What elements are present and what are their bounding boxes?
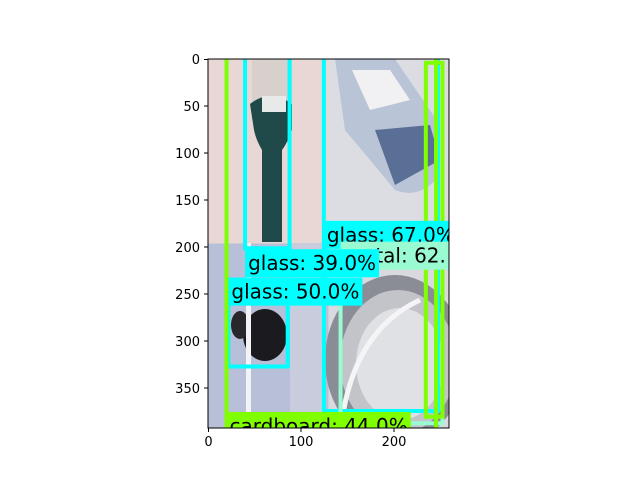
- bottle-shape: [250, 59, 292, 242]
- detection-label-background: [228, 277, 363, 306]
- can-lid-shape: [325, 275, 449, 428]
- y-tick-label-300: 300: [175, 335, 200, 350]
- detection-label: glass: 39.0%: [245, 249, 380, 278]
- detection-label: cardboard: 44.0%: [226, 411, 411, 438]
- tube-shape: [335, 59, 440, 193]
- detection-label: glass: 50.0%: [228, 277, 363, 306]
- x-tick-label-200: 200: [382, 435, 407, 450]
- y-tick-label-50: 50: [183, 100, 200, 115]
- y-tick-label-350: 350: [175, 382, 200, 397]
- axes-frame: [207, 58, 450, 429]
- y-axis: 0 50 100 150 200 250 300 350: [175, 53, 208, 397]
- x-axis: 0 100 200: [204, 428, 406, 450]
- detection-label-text: glass: 39.0%: [248, 251, 376, 275]
- detection-label-text: cardboard: 44.0%: [230, 414, 408, 438]
- detection-box: [243, 59, 292, 251]
- y-tick-label-250: 250: [175, 288, 200, 303]
- image-area: glass: 67.0%metal: 62.glass: 39.0%glass:…: [208, 59, 449, 438]
- x-tick-label-100: 100: [289, 435, 314, 450]
- y-tick-label-200: 200: [175, 241, 200, 256]
- detections: glass: 67.0%metal: 62.glass: 39.0%glass:…: [224, 59, 449, 438]
- x-tick-label-0: 0: [204, 435, 212, 450]
- detection-label-background: [226, 411, 411, 428]
- detection-label-text: glass: 50.0%: [231, 280, 359, 304]
- y-tick-label-100: 100: [175, 147, 200, 162]
- detection-label-background: [245, 249, 380, 278]
- y-tick-label-0: 0: [192, 53, 200, 68]
- y-tick-label-150: 150: [175, 194, 200, 209]
